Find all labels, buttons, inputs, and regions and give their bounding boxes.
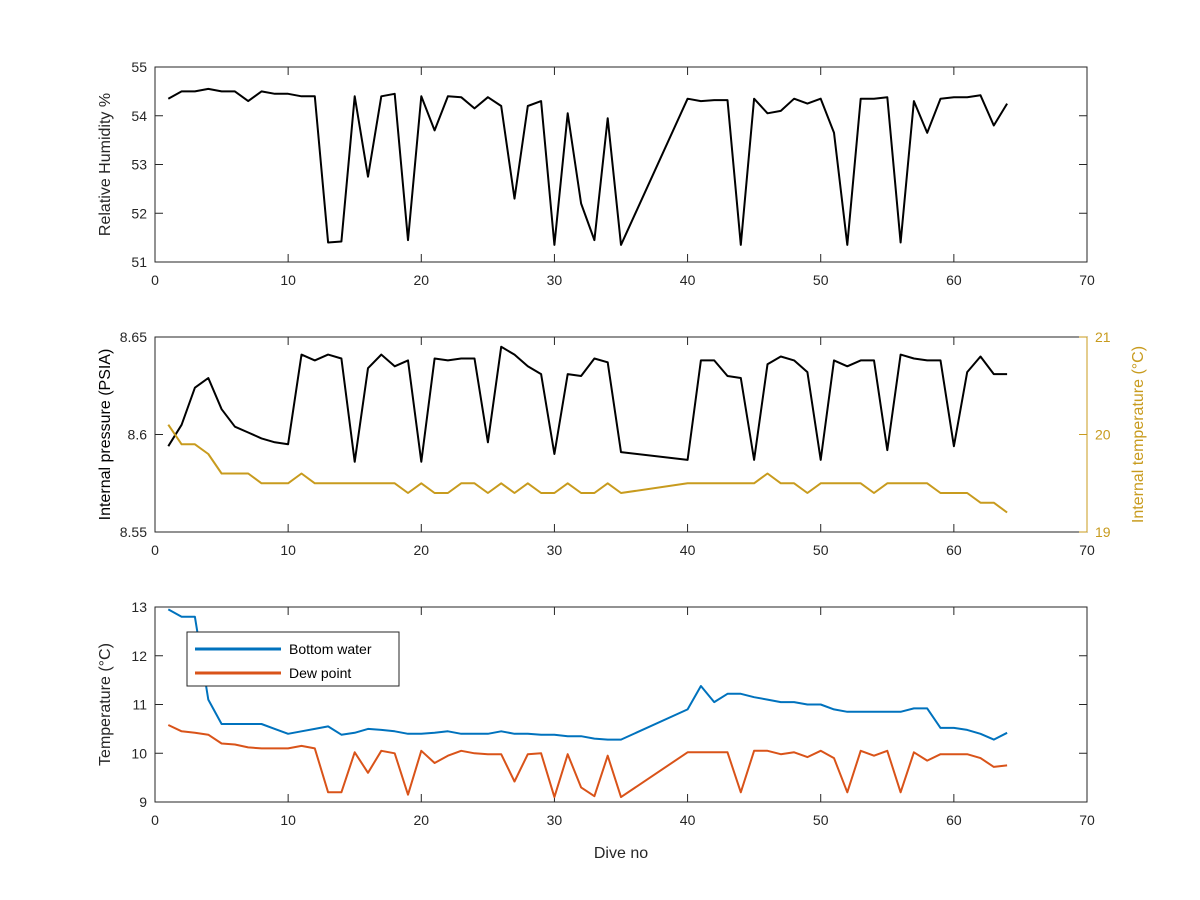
pressure-temperature-panel: 0 10 20 30 40 50 60 70 8.55 8.6 8.65 19 20 21 Internal… — [97, 329, 1147, 558]
y-tick-label: 53 — [131, 157, 147, 173]
series-line-right — [167, 424, 1008, 514]
y-tick-label: 51 — [131, 254, 147, 270]
x-tick-label: 50 — [813, 812, 829, 828]
x-tick-label: 60 — [946, 812, 962, 828]
x-tick-label: 10 — [280, 812, 296, 828]
y-tick-label: 11 — [132, 697, 147, 713]
x-tick-label: 50 — [813, 542, 829, 558]
x-tick-label: 0 — [151, 812, 159, 828]
y-axis-label: Relative Humidity % — [97, 93, 114, 236]
y-tick-label: 52 — [131, 205, 147, 221]
x-tick-label: 30 — [547, 812, 563, 828]
legend-label: Dew point — [289, 665, 351, 681]
series-line-left — [167, 87, 1008, 246]
x-tick-label: 40 — [680, 272, 696, 288]
series-line-left — [167, 345, 1008, 463]
y-right-tick-label: 19 — [1095, 524, 1111, 540]
x-tick-label: 20 — [413, 812, 429, 828]
x-tick-label: 60 — [946, 542, 962, 558]
y-tick-label: 8.55 — [120, 524, 147, 540]
temperature-panel: 0 10 20 30 40 50 60 70 9 10 11 12 13 Temperature (°C)… — [97, 599, 1095, 862]
y-tick-label: 55 — [131, 59, 147, 75]
x-tick-label: 20 — [413, 272, 429, 288]
y-tick-label: 8.6 — [128, 427, 148, 443]
y-tick-label: 9 — [139, 794, 147, 810]
y-axis-label: Temperature (°C) — [97, 643, 114, 766]
plot-frame — [154, 66, 1088, 263]
legend-box — [186, 631, 400, 687]
x-tick-label: 0 — [151, 272, 159, 288]
x-tick-label: 70 — [1079, 812, 1095, 828]
y-tick-label: 10 — [131, 745, 147, 761]
y-right-tick-label: 20 — [1095, 427, 1111, 443]
x-axis-label: Dive no — [594, 845, 648, 862]
x-tick-label: 10 — [280, 542, 296, 558]
x-tick-label: 10 — [280, 272, 296, 288]
y-tick-label: 54 — [131, 108, 147, 124]
legend-label: Bottom water — [289, 641, 372, 657]
x-tick-label: 30 — [547, 542, 563, 558]
x-tick-label: 40 — [680, 542, 696, 558]
series-line-bottom-water — [167, 608, 1008, 741]
x-tick-label: 20 — [413, 542, 429, 558]
series-line-dew-point — [167, 724, 1008, 799]
x-tick-label: 60 — [946, 272, 962, 288]
humidity-panel: 0 10 20 30 40 50 60 70 51 52 53 54 55 Relative Humidi… — [97, 59, 1095, 288]
y-right-tick-label: 21 — [1095, 329, 1111, 345]
legend: Bottom water Dew point — [186, 631, 400, 687]
x-tick-label: 0 — [151, 542, 159, 558]
y-tick-label: 13 — [131, 599, 147, 615]
plot-frame — [154, 336, 1088, 533]
y-tick-label: 8.65 — [120, 329, 147, 345]
x-tick-label: 50 — [813, 272, 829, 288]
y-tick-label: 12 — [131, 648, 147, 664]
y-axis-label-right: Internal temperature (°C) — [1130, 346, 1147, 523]
x-tick-label: 30 — [547, 272, 563, 288]
x-tick-label: 40 — [680, 812, 696, 828]
y-axis-label: Internal pressure (PSIA) — [97, 349, 114, 521]
x-tick-label: 70 — [1079, 542, 1095, 558]
x-tick-label: 70 — [1079, 272, 1095, 288]
